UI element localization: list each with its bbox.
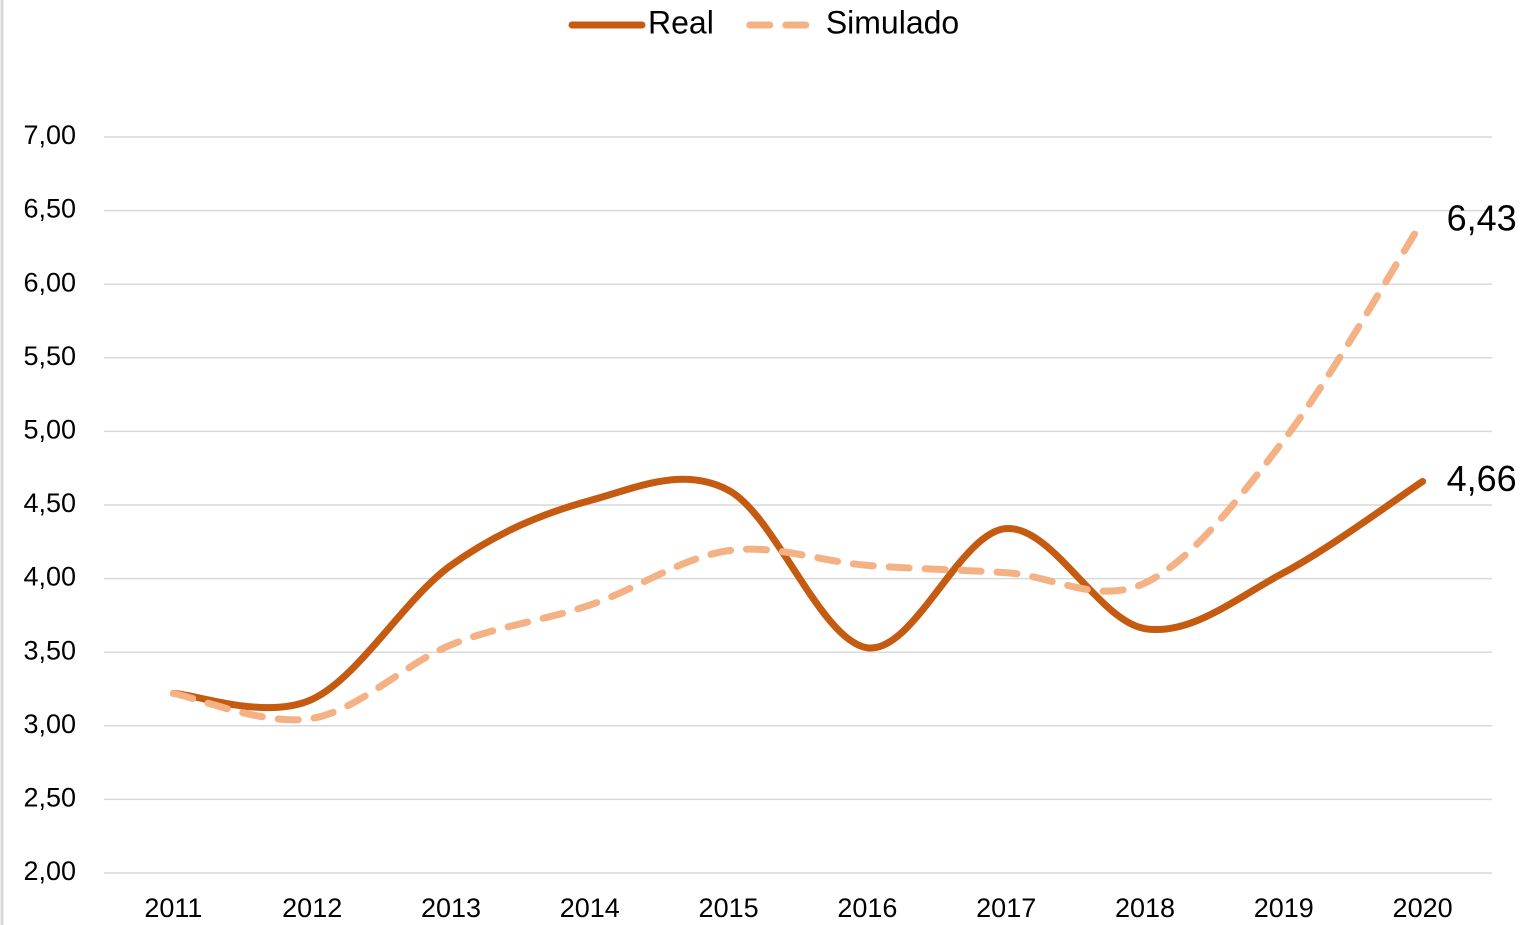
y-tick-label: 6,50 [23, 194, 76, 224]
x-tick-label: 2014 [560, 893, 620, 923]
legend-label: Real [648, 4, 714, 40]
y-tick-label: 7,00 [23, 120, 76, 150]
y-tick-label: 5,00 [23, 415, 76, 445]
data-label: 4,66 [1447, 458, 1517, 499]
x-tick-label: 2019 [1254, 893, 1314, 923]
y-tick-label: 6,00 [23, 267, 76, 297]
y-tick-label: 5,50 [23, 341, 76, 371]
y-tick-label: 3,00 [23, 709, 76, 739]
y-tick-label: 4,50 [23, 488, 76, 518]
y-tick-label: 3,50 [23, 635, 76, 665]
series-line [169, 217, 1427, 724]
x-tick-label: 2011 [144, 893, 202, 923]
x-tick-label: 2018 [1115, 893, 1175, 923]
y-tick-label: 2,00 [23, 856, 76, 886]
y-tick-label: 2,50 [23, 783, 76, 813]
x-tick-label: 2020 [1393, 893, 1453, 923]
data-label: 6,43 [1447, 197, 1517, 238]
x-tick-label: 2017 [976, 893, 1036, 923]
series-line [169, 475, 1427, 712]
x-tick-label: 2016 [837, 893, 897, 923]
x-tick-label: 2013 [421, 893, 481, 923]
y-tick-label: 4,00 [23, 562, 76, 592]
x-tick-label: 2015 [699, 893, 759, 923]
legend-label: Simulado [826, 4, 959, 40]
x-tick-label: 2012 [282, 893, 342, 923]
